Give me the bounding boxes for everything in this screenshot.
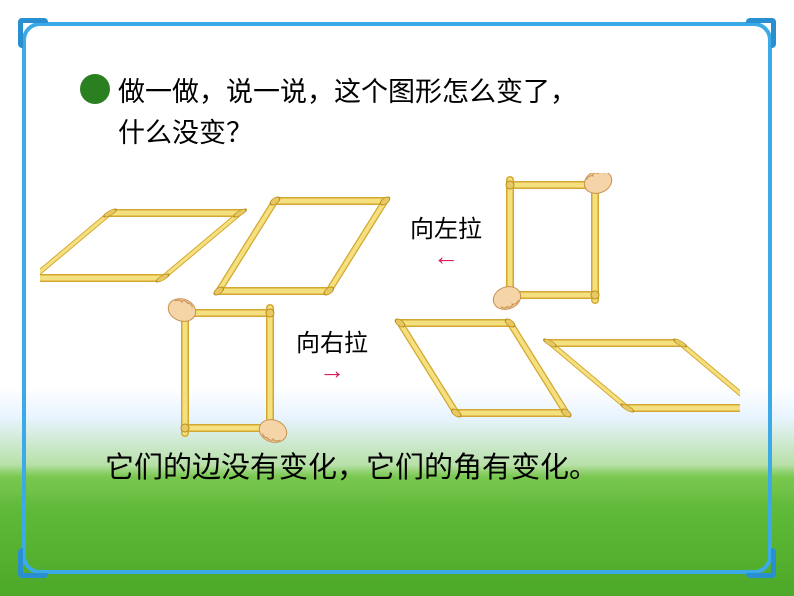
shapes-svg <box>40 173 740 453</box>
pull-right-text: 向右拉 <box>296 331 368 357</box>
pull-right-label: 向右拉 → <box>296 323 368 386</box>
pull-left-text: 向左拉 <box>410 217 482 243</box>
pull-left-label: 向左拉 ← <box>410 209 482 272</box>
arrow-left-icon: ← <box>433 242 459 271</box>
content-area: 做一做，说一说，这个图形怎么变了， 什么没变？ <box>40 40 754 556</box>
question-line2: 什么没变？ <box>118 118 253 148</box>
question-header: 做一做，说一说，这个图形怎么变了， 什么没变？ <box>80 72 754 153</box>
arrow-right-icon: → <box>319 356 345 385</box>
shapes-diagram: 向左拉 ← 向右拉 → <box>40 173 754 453</box>
answer-text: 它们的边没有变化，它们的角有变化。 <box>105 444 598 486</box>
question-text: 做一做，说一说，这个图形怎么变了， 什么没变？ <box>118 72 577 153</box>
question-line1: 做一做，说一说，这个图形怎么变了， <box>118 77 577 107</box>
bullet-icon <box>80 74 110 104</box>
